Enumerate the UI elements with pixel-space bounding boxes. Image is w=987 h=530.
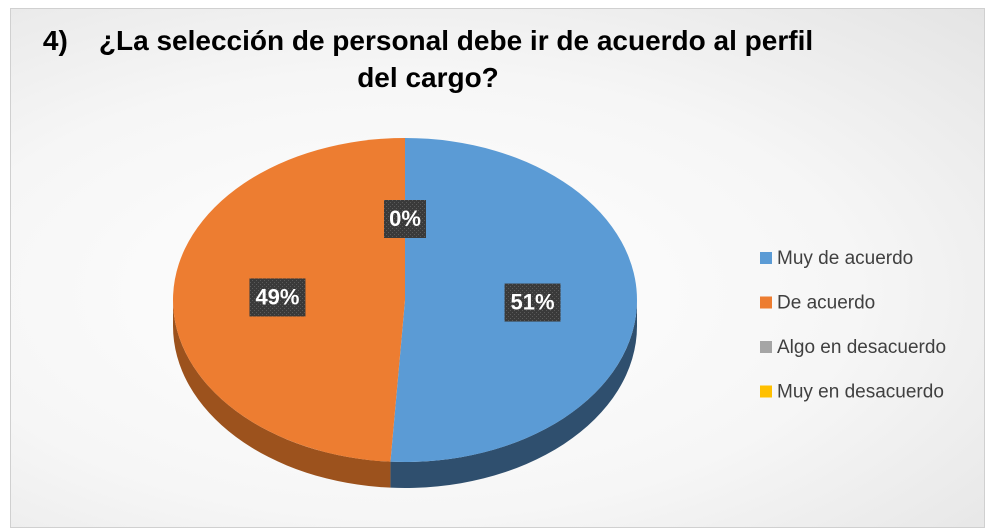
legend-swatch: [760, 341, 772, 353]
value-label-box: [249, 278, 306, 317]
legend-swatch: [760, 252, 772, 264]
value-label: 0%: [389, 206, 421, 231]
value-label-box: [504, 283, 561, 322]
legend-label: De acuerdo: [777, 293, 875, 314]
pie-side: [173, 300, 391, 488]
pie-side: [390, 300, 637, 489]
legend-swatch: [760, 296, 772, 309]
legend-swatch: [760, 385, 772, 398]
chart-title: 4) ¿La selección de personal debe ir de …: [42, 25, 821, 93]
legend-label: Muy en desacuerdo: [777, 382, 944, 403]
value-label: 49%: [255, 284, 299, 309]
value-label: 51%: [511, 289, 555, 314]
value-label-box: [384, 200, 426, 238]
legend-label: Muy de acuerdo: [777, 248, 913, 269]
legend-label: Algo en desacuerdo: [777, 337, 946, 358]
